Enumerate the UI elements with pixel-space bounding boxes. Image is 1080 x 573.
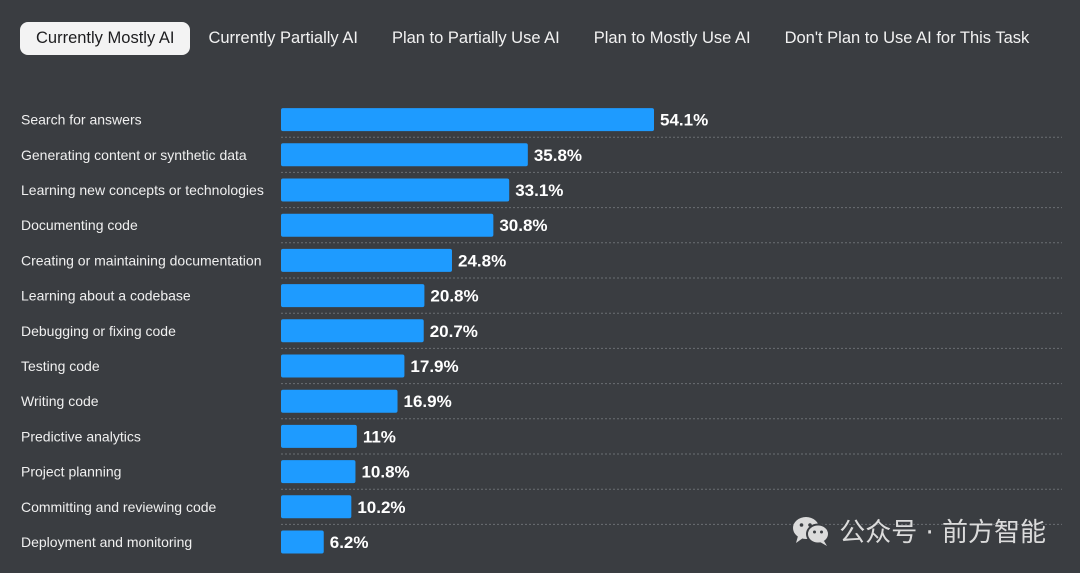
category-label: Generating content or synthetic data xyxy=(21,147,247,163)
value-label: 20.8% xyxy=(430,287,478,306)
tab-currently-partially-ai[interactable]: Currently Partially AI xyxy=(208,29,358,47)
bar[interactable] xyxy=(281,284,425,308)
bar[interactable] xyxy=(281,213,494,237)
value-label: 24.8% xyxy=(458,251,506,270)
bar[interactable] xyxy=(281,178,510,202)
wechat-icon xyxy=(793,516,831,546)
value-label: 20.7% xyxy=(430,322,478,341)
category-label: Deployment and monitoring xyxy=(21,534,192,550)
category-label: Learning new concepts or technologies xyxy=(21,182,264,198)
category-label: Predictive analytics xyxy=(21,428,141,444)
bar[interactable] xyxy=(281,354,405,378)
watermark: 公众号 · 前方智能 xyxy=(791,512,1046,549)
category-label: Debugging or fixing code xyxy=(21,323,176,339)
tab-plan-to-mostly-use-ai[interactable]: Plan to Mostly Use AI xyxy=(593,29,751,47)
watermark-text: 公众号 · 前方智能 xyxy=(839,518,1046,548)
value-label: 6.2% xyxy=(330,533,369,552)
category-label: Project planning xyxy=(21,464,121,480)
category-label: Committing and reviewing code xyxy=(21,499,217,515)
bar[interactable] xyxy=(281,108,654,132)
tab-plan-to-partially-use-ai[interactable]: Plan to Partially Use AI xyxy=(391,29,560,47)
category-label: Creating or maintaining documentation xyxy=(21,252,261,268)
bars xyxy=(281,108,654,554)
category-label: Testing code xyxy=(21,358,100,374)
category-labels: Search for answers Generating content or … xyxy=(21,112,264,550)
value-label: 16.9% xyxy=(404,392,452,411)
value-label: 10.2% xyxy=(357,498,405,517)
value-label: 10.8% xyxy=(361,463,409,482)
value-label: 17.9% xyxy=(410,357,458,376)
category-label: Writing code xyxy=(21,393,99,409)
value-label: 54.1% xyxy=(660,111,708,130)
value-labels: 54.1% 35.8% 33.1% 30.8% 24.8% 20.8% 20.7% 17.9%… xyxy=(330,111,708,552)
tab-dont-plan-to-use-ai[interactable]: Don't Plan to Use AI for This Task xyxy=(784,29,1030,47)
bar[interactable] xyxy=(281,530,324,554)
bar[interactable] xyxy=(281,495,352,519)
bar[interactable] xyxy=(281,424,357,448)
category-label: Learning about a codebase xyxy=(21,288,191,304)
bar[interactable] xyxy=(281,143,528,167)
value-label: 11% xyxy=(363,427,396,446)
value-label: 30.8% xyxy=(499,216,547,235)
bar[interactable] xyxy=(281,460,356,484)
tab-bar: Currently Mostly AI Currently Partially … xyxy=(20,22,1047,55)
category-label: Documenting code xyxy=(21,217,138,233)
bar[interactable] xyxy=(281,248,452,272)
value-label: 33.1% xyxy=(515,181,563,200)
value-label: 35.8% xyxy=(534,146,582,165)
category-label: Search for answers xyxy=(21,112,142,128)
bar[interactable] xyxy=(281,319,424,343)
tab-currently-mostly-ai[interactable]: Currently Mostly AI xyxy=(20,22,191,55)
bar[interactable] xyxy=(281,389,398,413)
